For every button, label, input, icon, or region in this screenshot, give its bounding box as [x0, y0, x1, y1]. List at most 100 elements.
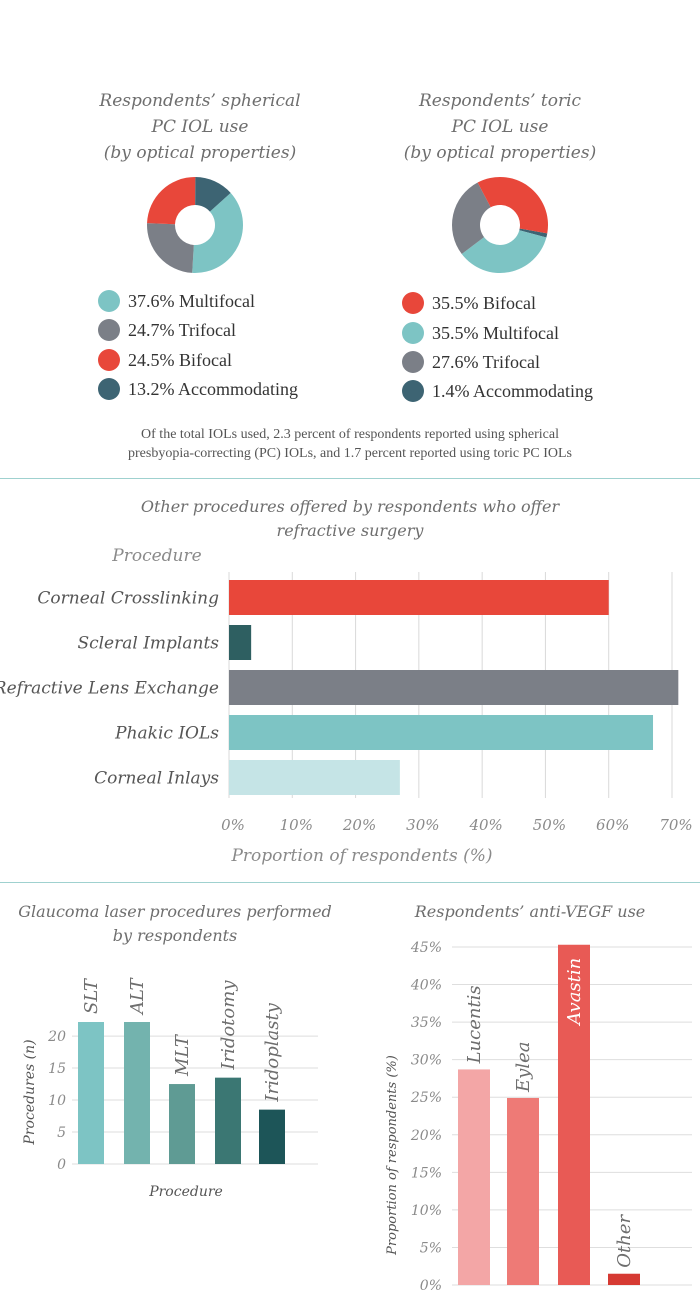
bar	[229, 625, 252, 660]
category-label: Phakic IOLs	[114, 724, 219, 744]
toric-donut-chart	[452, 177, 548, 273]
donut-slice-trifocal	[147, 223, 194, 273]
legend-swatch	[98, 349, 120, 371]
bar	[507, 1097, 539, 1285]
legend-swatch	[98, 378, 120, 400]
refractive-procedures-bar-chart: Procedure 0% 10% 20% 30% 40% 50% 60% 70% Corneal …	[0, 546, 693, 866]
x-tick-label: 50%	[533, 816, 566, 834]
legend-swatch	[402, 322, 424, 344]
legend-item: 1.4% Accommodating	[402, 380, 593, 402]
donut-slice-accommodating	[195, 177, 231, 212]
title-line: Respondents’ toric	[418, 91, 582, 111]
glaucoma-title: Glaucoma laser procedures performed by r…	[15, 900, 335, 948]
bar	[169, 1084, 195, 1164]
bar-label: SLT	[81, 977, 102, 1014]
donut-slice-accommodating	[519, 228, 548, 238]
x-tick-label: 20%	[342, 816, 376, 834]
bar-label: Other	[614, 1213, 635, 1267]
legend-item: 24.7% Trifocal	[98, 319, 236, 341]
bar	[124, 1022, 150, 1164]
bar-label: Lucentis	[464, 985, 485, 1064]
iol-usage-note: Of the total IOLs used, 2.3 percent of r…	[40, 425, 660, 463]
note-line: presbyopia-correcting (PC) IOLs, and 1.7…	[128, 446, 572, 461]
y-tick-label: 20%	[410, 1128, 442, 1144]
x-tick-label: 0%	[221, 816, 245, 834]
donut-slice-bifocal	[147, 177, 196, 225]
spherical-donut-chart	[147, 177, 243, 273]
bar	[558, 944, 590, 1285]
x-axis-title: Proportion of respondents (%)	[230, 846, 492, 866]
title-line: (by optical properties)	[403, 143, 597, 163]
legend-item: 27.6% Trifocal	[402, 351, 540, 373]
section-divider	[0, 882, 700, 883]
bar-label: Eylea	[513, 1042, 534, 1093]
bar	[229, 715, 654, 750]
legend-item: 35.5% Bifocal	[402, 292, 536, 314]
y-axis-title: Procedure	[111, 546, 201, 566]
y-tick-label: 25%	[410, 1090, 442, 1106]
donut-slice-trifocal	[452, 182, 491, 254]
legend-swatch	[98, 290, 120, 312]
bar	[215, 1077, 241, 1164]
legend-swatch	[402, 292, 424, 314]
y-tick-label: 15	[48, 1061, 66, 1077]
title-line: refractive surgery	[276, 521, 424, 540]
legend-item: 37.6% Multifocal	[98, 290, 255, 312]
y-tick-label: 5	[57, 1125, 66, 1141]
x-tick-label: 60%	[596, 816, 629, 834]
bar-label: MLT	[172, 1033, 193, 1077]
legend-label: 13.2% Accommodating	[128, 378, 298, 399]
category-label: Refractive Lens Exchange	[0, 679, 219, 699]
title-line: Respondents’ spherical	[99, 91, 301, 111]
note-line: Of the total IOLs used, 2.3 percent of r…	[141, 427, 559, 442]
bar-label: Avastin	[564, 958, 585, 1027]
legend-item: 13.2% Accommodating	[98, 378, 298, 400]
x-tick-label: 70%	[659, 816, 692, 834]
bar	[608, 1273, 640, 1285]
y-tick-label: 45%	[410, 940, 442, 956]
legend-swatch	[402, 380, 424, 402]
title-line: by respondents	[112, 926, 238, 945]
y-tick-label: 10%	[411, 1203, 442, 1219]
x-tick-label: 10%	[280, 816, 313, 834]
legend-label: 35.5% Multifocal	[432, 322, 559, 343]
legend-label: 35.5% Bifocal	[432, 292, 536, 313]
legend-item: 24.5% Bifocal	[98, 349, 232, 371]
y-tick-label: 5%	[420, 1240, 442, 1256]
category-label: Scleral Implants	[77, 634, 219, 654]
refractive-procedures-title: Other procedures offered by respondents …	[50, 495, 650, 543]
bar-label: Iridoplasty	[262, 1002, 283, 1102]
legend-label: 24.5% Bifocal	[128, 349, 232, 370]
legend-label: 24.7% Trifocal	[128, 319, 236, 340]
bar-label: ALT	[127, 977, 148, 1016]
category-label: Corneal Crosslinking	[37, 589, 219, 609]
legend-label: 37.6% Multifocal	[128, 290, 255, 311]
x-tick-label: 40%	[468, 816, 502, 834]
glaucoma-bar-chart: 0 5 10 15 20 SLT ALT MLT Iridotomy Iridoplasty Pro…	[22, 977, 318, 1200]
toric-pie-title: Respondents’ toric PC IOL use (by optica…	[380, 88, 620, 166]
x-axis-title: Procedure	[148, 1184, 223, 1200]
y-tick-label: 15%	[411, 1165, 442, 1181]
legend-swatch	[402, 351, 424, 373]
donut-slice-multifocal	[461, 230, 547, 273]
bar	[259, 1109, 285, 1164]
y-tick-label: 40%	[410, 978, 442, 994]
y-tick-label: 20	[47, 1029, 66, 1045]
x-tick-label: 30%	[406, 816, 439, 834]
bar	[229, 670, 679, 705]
title-line: PC IOL use	[451, 117, 549, 137]
anti-vegf-title: Respondents’ anti-VEGF use	[380, 900, 680, 924]
legend-swatch	[98, 319, 120, 341]
bar	[229, 580, 609, 615]
title-line: Other procedures offered by respondents …	[140, 497, 560, 516]
section-divider	[0, 478, 700, 479]
bar	[458, 1069, 490, 1285]
bar	[229, 760, 400, 795]
y-axis-title: Proportion of respondents (%)	[385, 1055, 400, 1256]
spherical-pie-title: Respondents’ spherical PC IOL use (by op…	[80, 88, 320, 166]
y-tick-label: 0	[57, 1157, 66, 1173]
anti-vegf-bar-chart: 0% 5% 10% 15% 20% 25% 30% 35% 40% 45% Lucentis Eyle…	[385, 940, 692, 1294]
legend-item: 35.5% Multifocal	[402, 322, 559, 344]
title-line: PC IOL use	[151, 117, 249, 137]
y-axis-title: Procedures (n)	[22, 1039, 38, 1145]
